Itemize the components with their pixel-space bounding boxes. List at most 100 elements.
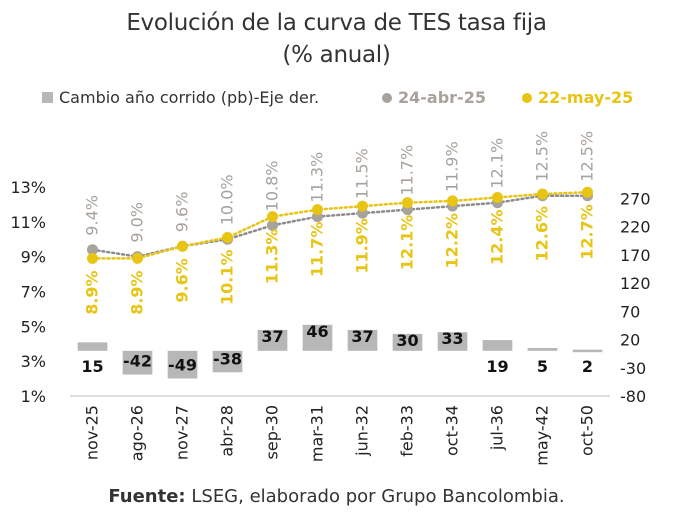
series1-label: 10.8% [263,160,282,211]
bar-label: -49 [168,355,197,374]
legend-item-bars: Cambio año corrido (pb)-Eje der. [42,88,319,107]
series2-label: 11.7% [308,222,327,278]
series2-point [537,188,548,200]
left-axis-tick: 11% [10,213,46,232]
chart-title-line2: (% anual) [282,42,391,68]
bar [167,350,198,379]
bar-label: 33 [441,329,463,348]
series1-point [267,219,278,231]
bar-label: 46 [306,322,328,341]
right-axis-tick: 170 [620,246,651,265]
series2-label: 12.7% [578,204,597,260]
series1-label: 11.5% [353,148,372,199]
right-axis-tick: -30 [620,359,646,378]
series1-label: 9.0% [128,202,147,243]
left-axis-tick: 1% [21,387,46,406]
series2-label: 8.9% [128,270,147,314]
left-axis-tick: 3% [21,352,46,371]
right-axis-tick: -80 [620,387,646,406]
bar [122,350,153,375]
series2-point [492,191,503,203]
bar [572,349,603,353]
legend-series1-dot [382,92,392,103]
right-axis-tick: 120 [620,274,651,293]
chart-title-line1: Evolución de la curva de TES tasa fija [126,10,547,36]
legend-series1-label: 24-abr-25 [398,88,486,107]
x-axis-tick: nov-25 [83,405,102,460]
bar [482,340,513,351]
x-axis-tick: feb-33 [398,405,417,457]
right-axis-tick: 220 [620,218,651,237]
x-axis-tick: nov-27 [173,405,192,460]
series2-trendline [91,190,589,260]
series1-trendline [91,194,589,258]
legend-series2-label: 22-may-25 [538,88,634,107]
series2-point [357,200,368,212]
right-axis-tick: 20 [620,331,640,350]
left-axis-tick: 13% [10,178,46,197]
series2-label: 11.3% [263,229,282,285]
series2-label: 12.6% [533,206,552,262]
series2-point [402,197,413,209]
x-axis-tick: ago-26 [128,405,147,461]
bar-label: 37 [351,327,373,346]
series2-point [312,204,323,216]
bar-label: -42 [123,352,152,371]
x-axis-tick: abr-28 [218,405,237,457]
bar [392,333,423,351]
bar [437,332,468,351]
x-axis-tick: mar-31 [308,405,327,462]
legend-series2-dot [522,92,532,103]
right-axis-tick: 270 [620,189,651,208]
series2-point [87,252,98,264]
x-axis-tick: sep-30 [263,405,282,459]
series2-point [447,195,458,207]
series1-label: 9.4% [83,195,102,236]
bar [347,329,378,351]
left-axis-tick: 5% [21,317,46,336]
legend: Cambio año corrido (pb)-Eje der. 24-abr-… [22,88,662,110]
bar [257,329,288,351]
x-axis-tick: jun-32 [353,405,372,457]
series2-label: 8.9% [83,270,102,314]
bar-label: 37 [261,327,283,346]
series1-label: 12.1% [488,138,507,189]
series1-label: 11.9% [443,141,462,192]
x-axis-tick: oct-50 [578,405,597,456]
series2-label: 11.9% [353,218,372,274]
series1-label: 12.5% [578,131,597,182]
series2-label: 12.2% [443,213,462,269]
x-axis-tick: jul-36 [488,405,507,451]
bar [77,342,108,351]
legend-item-series1: 24-abr-25 [382,88,486,107]
bar-label: 19 [486,357,508,376]
series2-label: 9.6% [173,258,192,302]
series2-label: 12.1% [398,215,417,271]
legend-item-series2: 22-may-25 [522,88,633,107]
bar [212,350,243,373]
left-axis-tick: 9% [21,248,46,267]
bar [302,324,333,351]
series2-point [267,211,278,223]
bar [527,347,558,351]
legend-bar-swatch [42,92,53,103]
x-axis-tick: oct-34 [443,405,462,456]
series2-label: 10.1% [218,250,237,306]
left-axis-tick: 7% [21,283,46,302]
series2-point [222,232,233,244]
series1-label: 10.0% [218,174,237,225]
series1-label: 12.5% [533,131,552,182]
series2-point [132,252,143,264]
legend-bars-label: Cambio año corrido (pb)-Eje der. [59,88,320,107]
series1-label: 11.7% [398,145,417,196]
series1-point [87,244,98,256]
bar-label: -38 [213,349,242,368]
series1-label: 9.6% [173,192,192,233]
x-axis-tick: may-42 [533,405,552,466]
footer-label: Fuente: [108,486,186,507]
series2-point [582,186,593,198]
right-axis-tick: 70 [620,302,640,321]
footer-text: LSEG, elaborado por Grupo Bancolombia. [191,486,565,507]
bar-label: 15 [81,357,103,376]
